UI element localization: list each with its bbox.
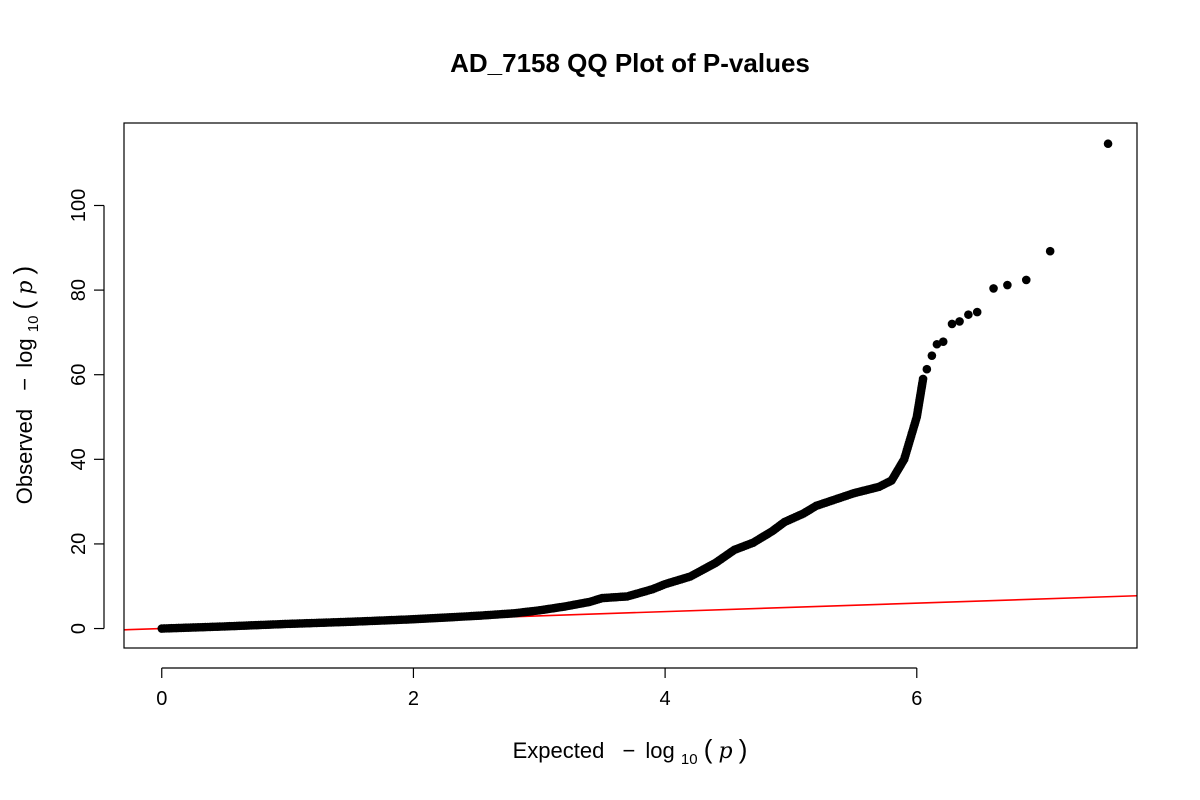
x-axis-label-open: ( xyxy=(704,734,713,764)
x-axis-label-sub: 10 xyxy=(681,751,698,768)
y-tick-label: 40 xyxy=(68,448,90,470)
y-axis-label-var: p xyxy=(13,281,38,295)
x-axis-label: Expected − log 10 ( p ) xyxy=(513,734,748,769)
x-tick-label: 0 xyxy=(156,688,167,710)
y-axis: 0 20 40 60 80 100 xyxy=(68,189,105,634)
data-point xyxy=(1021,275,1031,285)
x-tick-label: 2 xyxy=(408,688,419,710)
data-point xyxy=(947,319,957,329)
y-tick-label: 60 xyxy=(68,364,90,386)
data-point xyxy=(927,351,937,360)
y-tick-label: 0 xyxy=(68,623,90,634)
plot-frame xyxy=(123,122,1138,649)
y-tick-label: 100 xyxy=(68,189,90,222)
y-tick-label: 20 xyxy=(68,533,90,555)
x-axis-label-log: log xyxy=(645,738,674,763)
chart-title: AD_7158 QQ Plot of P-values xyxy=(450,48,810,78)
data-point xyxy=(938,337,948,347)
x-axis: 0 2 4 6 xyxy=(156,667,922,710)
x-tick-label: 6 xyxy=(911,688,922,710)
data-point xyxy=(1003,280,1012,290)
data-point xyxy=(989,284,998,293)
points-layer xyxy=(157,139,1113,633)
data-point xyxy=(1103,139,1113,149)
y-axis-label: Observed − log 10 ( p ) xyxy=(8,266,43,504)
y-tick-label: 80 xyxy=(68,279,90,301)
x-axis-label-prefix: Expected xyxy=(513,738,605,763)
data-point xyxy=(1045,246,1055,256)
y-axis-label-sub: 10 xyxy=(25,316,42,333)
y-axis-label-open: ( xyxy=(8,300,38,309)
x-axis-label-close: ) xyxy=(739,734,748,764)
y-axis-label-prefix: Observed xyxy=(12,409,37,504)
x-tick-label: 4 xyxy=(660,688,671,710)
plot-area xyxy=(123,122,1138,649)
y-axis-label-minus: − xyxy=(12,378,37,391)
y-axis-label-close: ) xyxy=(8,266,38,275)
data-point xyxy=(918,374,928,384)
data-point xyxy=(955,317,964,326)
data-point xyxy=(964,310,973,319)
data-point xyxy=(922,364,932,374)
y-axis-label-log: log xyxy=(12,338,37,367)
x-axis-label-minus: − xyxy=(622,738,635,763)
data-point xyxy=(972,307,982,317)
x-axis-label-var: p xyxy=(719,739,733,764)
